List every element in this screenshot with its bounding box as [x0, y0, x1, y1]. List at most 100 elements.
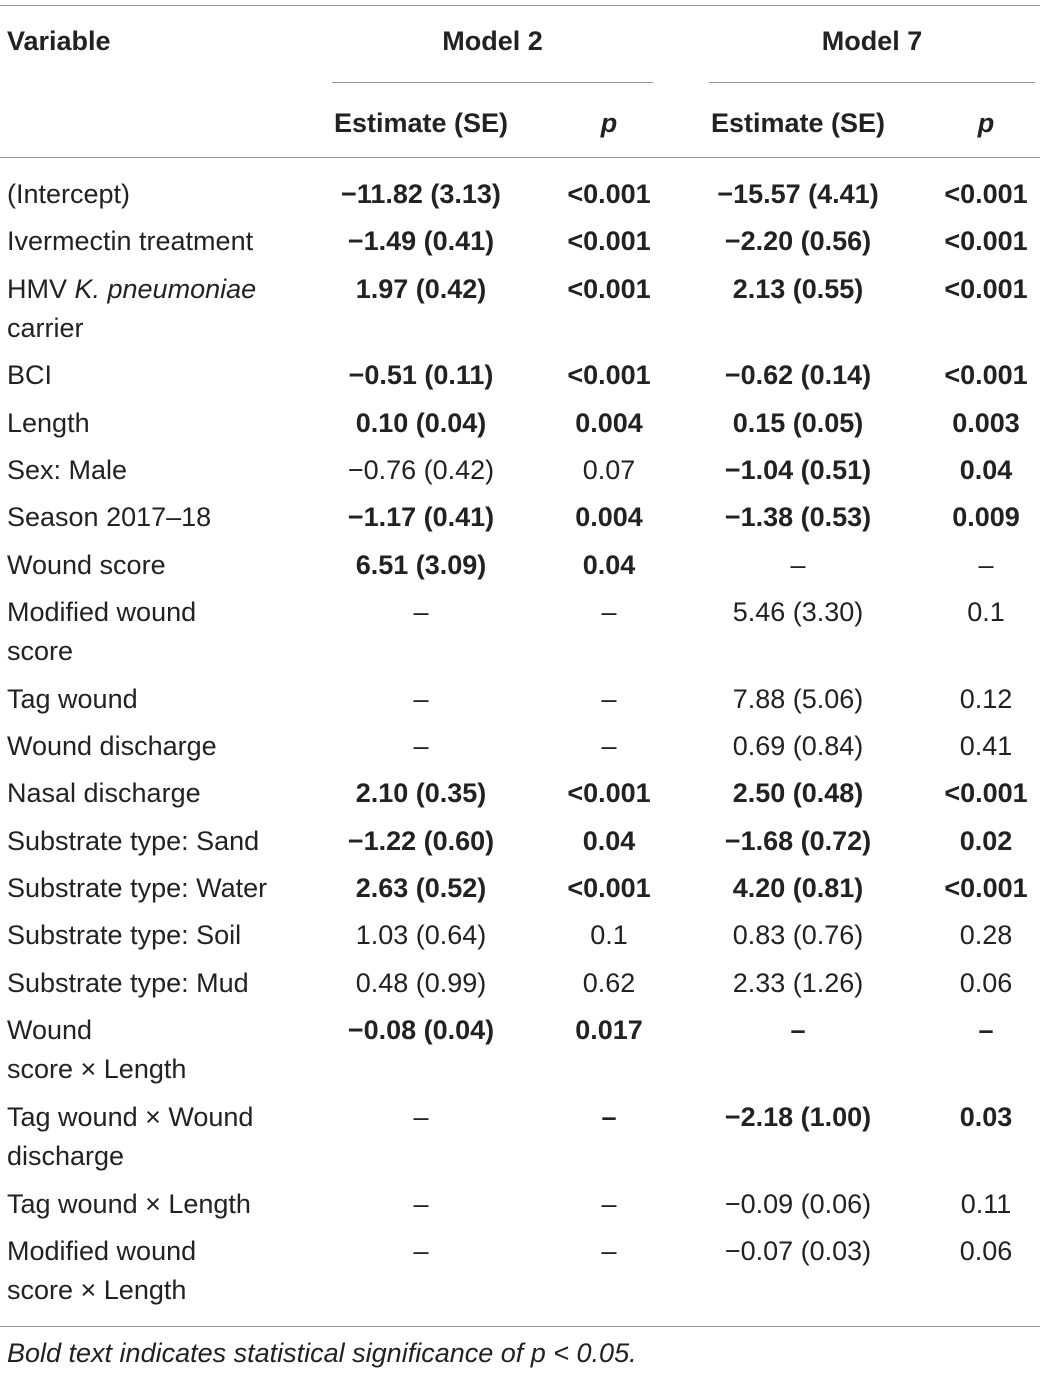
- cell-model2-estimate: −0.08 (0.04): [347, 1015, 495, 1045]
- cell-model7-p: –: [978, 550, 994, 580]
- row-label: Tag wound × Length: [7, 1189, 251, 1219]
- cell-model7-p: 0.06: [959, 1236, 1013, 1266]
- cell-model7-estimate: −15.57 (4.41): [717, 179, 879, 209]
- cell-model2-estimate: −1.22 (0.60): [347, 826, 495, 856]
- cell-model2-p: 0.04: [582, 550, 636, 580]
- cell-model7-estimate: −2.20 (0.56): [724, 226, 872, 256]
- cell-model2-estimate: –: [413, 1236, 429, 1266]
- cell-model7-p: 0.41: [959, 731, 1013, 761]
- cell-model2-estimate: –: [413, 731, 429, 761]
- cell-model2-p: <0.001: [567, 778, 651, 808]
- row-label-line2: carrier: [7, 313, 84, 343]
- cell-model7-p: 0.03: [959, 1102, 1013, 1132]
- cell-model2-p: –: [601, 1102, 617, 1132]
- row-label: Tag wound: [7, 684, 138, 714]
- row-label: Substrate type: Soil: [7, 920, 242, 950]
- cell-model7-estimate: –: [790, 550, 806, 580]
- row-label: Modified wound: [7, 1236, 197, 1266]
- cell-model2-p: 0.1: [590, 920, 628, 950]
- row-label: HMV K. pneumoniae: [7, 271, 256, 307]
- row-label: (Intercept): [7, 179, 131, 209]
- cell-model2-estimate: 2.63 (0.52): [355, 873, 487, 903]
- table-bottom-rule: [0, 1326, 1040, 1327]
- row-label: Season 2017–18: [7, 502, 212, 532]
- cell-model2-p: 0.62: [582, 968, 636, 998]
- cell-model7-estimate: −0.07 (0.03): [724, 1236, 872, 1266]
- cell-model7-p: <0.001: [944, 274, 1028, 304]
- row-label: Ivermectin treatment: [7, 226, 254, 256]
- cell-model2-p: <0.001: [567, 226, 651, 256]
- cell-model2-p: –: [601, 1236, 617, 1266]
- header-bottom-rule: [0, 157, 1040, 158]
- cell-model7-estimate: −1.04 (0.51): [724, 455, 872, 485]
- cell-model2-estimate: −1.17 (0.41): [347, 502, 495, 532]
- cell-model2-estimate: 1.97 (0.42): [355, 274, 487, 304]
- cell-model7-p: 0.009: [952, 502, 1020, 532]
- header-model7-p: p: [977, 108, 995, 138]
- cell-model2-estimate: −1.49 (0.41): [347, 226, 495, 256]
- row-label: Tag wound × Wound: [7, 1102, 254, 1132]
- top-rule: [0, 5, 1040, 6]
- cell-model2-p: 0.04: [582, 826, 636, 856]
- cell-model7-p: –: [978, 1015, 994, 1045]
- cell-model7-estimate: 2.50 (0.48): [732, 778, 864, 808]
- cell-model7-p: <0.001: [944, 778, 1028, 808]
- cell-model2-p: –: [601, 731, 617, 761]
- header-model2-p: p: [600, 108, 618, 138]
- cell-model7-estimate: 0.83 (0.76): [732, 920, 864, 950]
- cell-model2-estimate: 2.10 (0.35): [355, 778, 487, 808]
- cell-model2-estimate: 0.10 (0.04): [355, 408, 487, 438]
- row-label: Wound discharge: [7, 731, 217, 761]
- cell-model2-p: <0.001: [567, 360, 651, 390]
- model7-underline: [709, 82, 1035, 83]
- row-label-line2: score × Length: [7, 1275, 187, 1305]
- cell-model7-p: <0.001: [944, 226, 1028, 256]
- header-model2-estimate: Estimate (SE): [333, 108, 509, 138]
- header-model7-estimate: Estimate (SE): [710, 108, 886, 138]
- row-label: Substrate type: Sand: [7, 826, 260, 856]
- cell-model7-estimate: 0.69 (0.84): [732, 731, 864, 761]
- cell-model2-p: <0.001: [567, 873, 651, 903]
- row-label: Modified wound: [7, 597, 197, 627]
- cell-model7-estimate: –: [790, 1015, 806, 1045]
- cell-model2-p: –: [601, 597, 617, 627]
- cell-model2-estimate: –: [413, 1102, 429, 1132]
- row-label-italic: K. pneumoniae: [74, 274, 257, 304]
- cell-model7-estimate: −1.38 (0.53): [724, 502, 872, 532]
- header-variable: Variable: [7, 26, 111, 56]
- cell-model2-estimate: −0.51 (0.11): [348, 360, 494, 390]
- cell-model7-estimate: 7.88 (5.06): [732, 684, 864, 714]
- cell-model7-p: 0.1: [967, 597, 1005, 627]
- cell-model2-p: <0.001: [567, 179, 651, 209]
- cell-model2-p: <0.001: [567, 274, 651, 304]
- cell-model2-p: –: [601, 684, 617, 714]
- cell-model7-estimate: 0.15 (0.05): [732, 408, 864, 438]
- header-model2: Model 2: [442, 26, 543, 56]
- cell-model7-p: <0.001: [944, 179, 1028, 209]
- cell-model2-estimate: −11.82 (3.13): [341, 179, 501, 209]
- cell-model2-estimate: –: [413, 597, 429, 627]
- row-label: Length: [7, 408, 90, 438]
- row-label-line2: score × Length: [7, 1054, 187, 1084]
- cell-model2-estimate: −0.76 (0.42): [347, 455, 495, 485]
- cell-model7-estimate: −0.62 (0.14): [724, 360, 872, 390]
- row-label: Nasal discharge: [7, 778, 201, 808]
- row-label: Wound: [7, 1015, 93, 1045]
- table-footnote: Bold text indicates statistical signific…: [7, 1338, 637, 1368]
- cell-model7-estimate: 4.20 (0.81): [732, 873, 864, 903]
- cell-model7-p: 0.28: [959, 920, 1013, 950]
- cell-model7-estimate: −1.68 (0.72): [724, 826, 872, 856]
- row-label: Substrate type: Mud: [7, 968, 249, 998]
- row-label-line2: discharge: [7, 1141, 125, 1171]
- cell-model7-p: <0.001: [944, 873, 1028, 903]
- cell-model2-estimate: 0.48 (0.99): [355, 968, 487, 998]
- header-model7: Model 7: [821, 26, 923, 56]
- cell-model7-p: 0.04: [959, 455, 1013, 485]
- cell-model2-estimate: 6.51 (3.09): [355, 550, 487, 580]
- cell-model2-estimate: –: [413, 1189, 429, 1219]
- row-label: Wound score: [7, 550, 166, 580]
- cell-model2-p: 0.017: [575, 1015, 643, 1045]
- cell-model7-estimate: −0.09 (0.06): [724, 1189, 872, 1219]
- cell-model7-estimate: 2.13 (0.55): [732, 274, 864, 304]
- model2-underline: [332, 82, 653, 83]
